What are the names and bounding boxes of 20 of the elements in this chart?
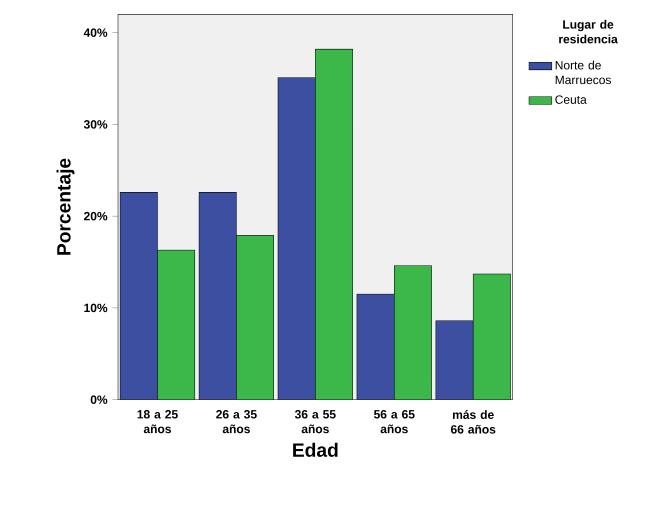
x-tick-label: 56 a 65 años — [374, 410, 415, 434]
x-tick-label: 26 a 35 años — [216, 410, 257, 434]
y-tick-label: 40% — [84, 28, 108, 37]
legend-label: Norte de Marruecos — [556, 60, 611, 84]
x-tick-label: 36 a 55 años — [294, 410, 336, 434]
bar — [198, 192, 237, 400]
legend-title: Lugar de residencia — [559, 20, 618, 44]
x-tick-label: más de 66 años — [450, 410, 496, 434]
x-tick-label: 18 a 25 años — [138, 410, 178, 434]
bar — [356, 294, 395, 400]
y-tick-label: 0% — [90, 395, 108, 404]
y-axis-title: Porcentaje — [56, 158, 74, 255]
x-axis-title: Edad — [293, 442, 338, 457]
y-tick-label: 30% — [84, 120, 108, 129]
y-tick-label: 10% — [84, 304, 108, 312]
bar — [278, 77, 316, 400]
y-tick-label: 20% — [84, 212, 108, 220]
bar — [436, 320, 474, 400]
legend-label: Ceuta — [555, 95, 587, 104]
bar — [120, 192, 158, 400]
